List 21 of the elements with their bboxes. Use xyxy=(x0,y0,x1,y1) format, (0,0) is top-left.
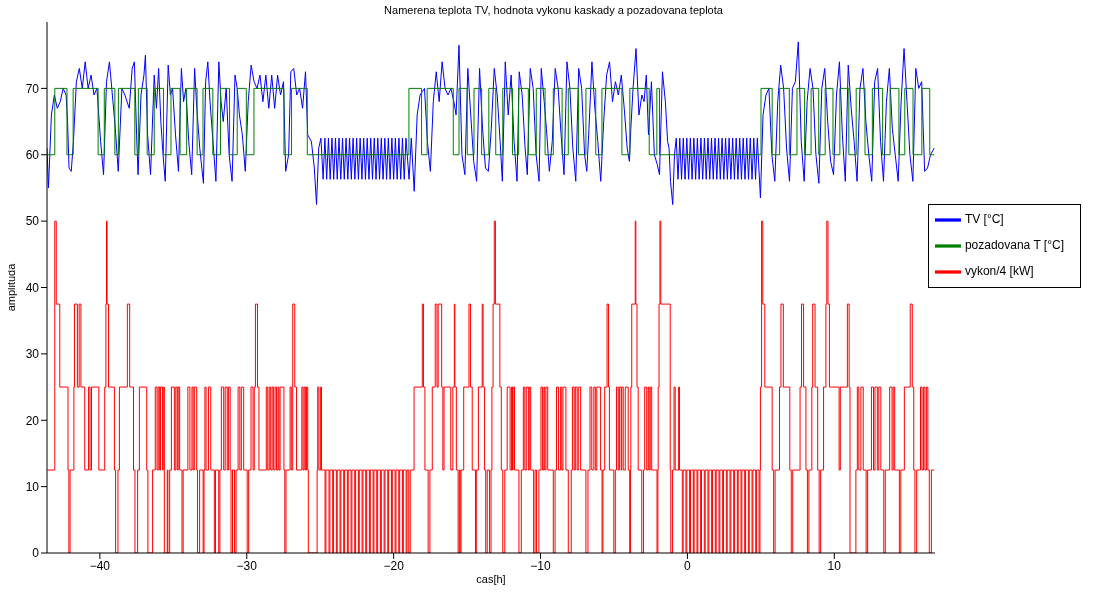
y-tick-label: 70 xyxy=(25,81,40,96)
x-tick-label: −20 xyxy=(383,558,405,573)
y-tick-label: 10 xyxy=(25,479,40,494)
y-tick-label: 20 xyxy=(25,413,40,428)
legend-label: TV [°C] xyxy=(964,212,1004,227)
x-axis-title: cas[h] xyxy=(476,573,506,585)
legend-label: pozadovana T [°C] xyxy=(964,238,1064,253)
x-tick-label: −30 xyxy=(236,558,258,573)
x-tick-label: 10 xyxy=(827,558,842,573)
y-axis-title: amplituda xyxy=(4,262,17,312)
legend-label: vykon/4 [kW] xyxy=(964,264,1034,279)
y-tick-label: 40 xyxy=(25,280,40,295)
y-tick-label: 50 xyxy=(25,214,40,229)
chart-title: Namerena teplota TV, hodnota vykonu kaskady a pozadovana teplota xyxy=(383,4,724,16)
y-tick-label: 0 xyxy=(32,546,40,561)
x-tick-label: −10 xyxy=(530,558,552,573)
x-tick-label: −40 xyxy=(89,558,111,573)
y-tick-label: 60 xyxy=(25,148,40,163)
y-tick-label: 30 xyxy=(25,347,40,362)
x-tick-label: 0 xyxy=(684,558,692,573)
line-series xyxy=(47,41,935,206)
